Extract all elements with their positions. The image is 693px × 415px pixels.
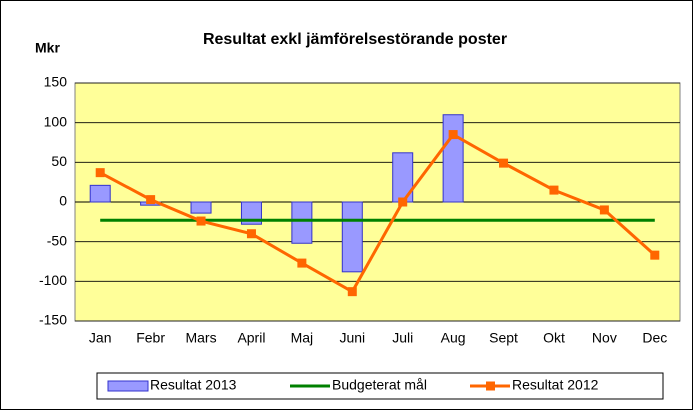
- marker: [549, 185, 559, 195]
- bar: [190, 201, 212, 214]
- y-axis-label: Mkr: [35, 40, 60, 56]
- marker: [246, 229, 256, 239]
- marker: [146, 195, 156, 205]
- marker: [95, 168, 105, 178]
- legend-label: Resultat 2013: [150, 377, 237, 393]
- bar: [89, 184, 111, 203]
- marker: [398, 197, 408, 207]
- chart-title: Resultat exkl jämförelsestörande poster: [203, 31, 507, 48]
- marker: [448, 130, 458, 140]
- x-tick-label: Jan: [89, 330, 112, 346]
- marker: [650, 250, 660, 260]
- x-tick-label: Juni: [339, 330, 365, 346]
- legend-label: Budgeterat mål: [332, 377, 427, 393]
- y-tick-label: 50: [51, 153, 67, 169]
- line: [99, 132, 656, 294]
- y-tick-label: 100: [44, 113, 68, 129]
- x-tick-label: Maj: [291, 330, 314, 346]
- bar: [341, 201, 363, 273]
- legend-swatch: [107, 380, 149, 392]
- y-tick-label: 0: [59, 193, 67, 209]
- y-tick-label: -150: [39, 312, 67, 328]
- y-tick-label: -100: [39, 272, 67, 288]
- legend-label: Resultat 2012: [512, 377, 599, 393]
- bar: [442, 114, 464, 203]
- x-tick-label: Aug: [441, 330, 466, 346]
- x-tick-label: Okt: [543, 330, 565, 346]
- x-tick-label: Juli: [392, 330, 413, 346]
- legend: [96, 372, 664, 400]
- x-tick-label: Dec: [642, 330, 667, 346]
- marker: [599, 205, 609, 215]
- y-tick-label: 150: [44, 74, 68, 90]
- x-tick-label: Mars: [185, 330, 216, 346]
- marker: [196, 216, 206, 226]
- x-tick-label: Sept: [489, 330, 518, 346]
- marker: [499, 158, 509, 168]
- marker: [297, 258, 307, 268]
- x-tick-label: April: [237, 330, 265, 346]
- bar: [240, 201, 262, 225]
- x-tick-label: Febr: [136, 330, 165, 346]
- marker: [347, 287, 357, 297]
- bar: [291, 201, 313, 244]
- legend-marker: [486, 381, 495, 391]
- x-tick-label: Nov: [592, 330, 617, 346]
- y-tick-label: -50: [47, 232, 67, 248]
